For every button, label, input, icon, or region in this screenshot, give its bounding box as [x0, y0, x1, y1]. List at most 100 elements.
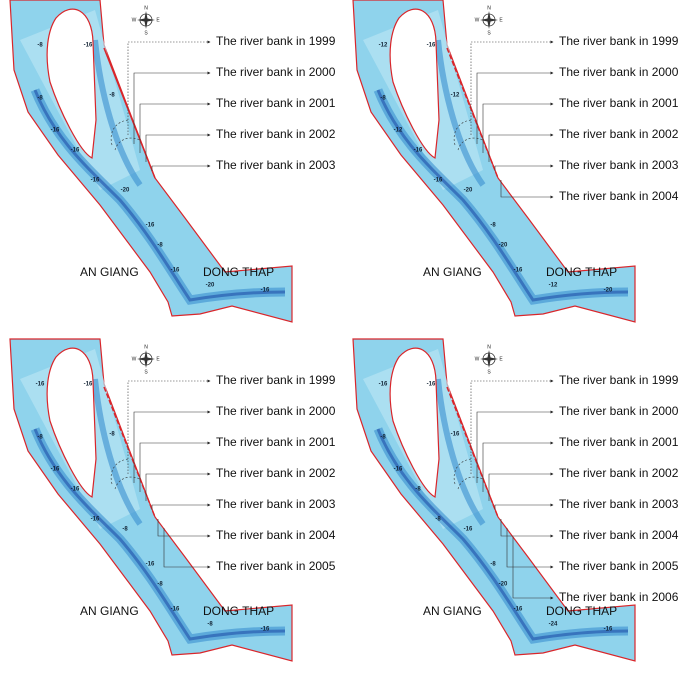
legend-label: The river bank in 2002 — [216, 466, 336, 480]
depth-label: -8 — [37, 435, 43, 441]
region-label: AN GIANG — [80, 265, 139, 279]
depth-label: -8 — [157, 582, 163, 588]
compass-n: N — [487, 5, 491, 11]
legend-label: The river bank in 2003 — [559, 497, 679, 511]
depth-label: -12 — [549, 283, 558, 289]
region-label: DONG THAP — [546, 604, 617, 618]
legend-label: The river bank in 2004 — [559, 528, 679, 542]
legend-label: The river bank in 2001 — [216, 96, 336, 110]
depth-label: -16 — [427, 43, 436, 49]
depth-label: -20 — [206, 283, 215, 289]
map-panel: N S E W The river bank in 1999 The river bank… — [10, 339, 336, 661]
legend-label: The river bank in 2003 — [216, 497, 336, 511]
depth-label: -8 — [490, 223, 496, 229]
depth-label: -16 — [71, 487, 80, 493]
legend-leader — [477, 412, 553, 483]
depth-label: -8 — [415, 487, 421, 493]
depth-label: -12 — [394, 128, 403, 134]
legend-label: The river bank in 2001 — [216, 435, 336, 449]
legend-label: The river bank in 2004 — [559, 189, 679, 203]
compass-e: E — [156, 356, 160, 362]
compass-n: N — [487, 344, 491, 350]
legend-leader — [152, 505, 210, 510]
depth-label: -8 — [380, 96, 386, 102]
legend-label: The river bank in 2006 — [559, 590, 679, 604]
compass-s: S — [487, 30, 491, 36]
depth-label: -16 — [146, 223, 155, 229]
legend-label: The river bank in 1999 — [559, 34, 679, 48]
legend-label: The river bank in 2003 — [559, 158, 679, 172]
depth-label: -16 — [394, 467, 403, 473]
legend-leader — [495, 166, 553, 171]
legend-label: The river bank in 2002 — [559, 466, 679, 480]
depth-label: -8 — [157, 243, 163, 249]
depth-label: -12 — [379, 43, 388, 49]
legend-label: The river bank in 2000 — [216, 65, 336, 79]
region-label: DONG THAP — [203, 265, 274, 279]
depth-label: -16 — [427, 382, 436, 388]
depth-label: -20 — [121, 188, 130, 194]
depth-label: -20 — [604, 288, 613, 294]
depth-label: -16 — [451, 432, 460, 438]
compass-s: S — [144, 30, 148, 36]
compass-s: S — [487, 369, 491, 375]
legend-leader — [152, 166, 210, 171]
legend-label: The river bank in 2000 — [559, 404, 679, 418]
compass-w: W — [475, 17, 480, 23]
legend-leader — [134, 73, 210, 144]
depth-label: -8 — [37, 43, 43, 49]
legend-leader — [483, 104, 553, 153]
legend-label: The river bank in 2002 — [559, 127, 679, 141]
legend-label: The river bank in 1999 — [559, 373, 679, 387]
depth-label: -16 — [84, 43, 93, 49]
depth-label: -8 — [435, 517, 441, 523]
legend-leader — [495, 505, 553, 510]
depth-label: -16 — [146, 562, 155, 568]
legend-leader — [146, 135, 210, 162]
compass-w: W — [132, 17, 137, 23]
depth-label: -16 — [84, 382, 93, 388]
legend-label: The river bank in 2001 — [559, 96, 679, 110]
depth-label: -16 — [91, 178, 100, 184]
legend-label: The river bank in 2005 — [216, 559, 336, 573]
compass-n: N — [144, 5, 148, 11]
compass-star — [137, 350, 155, 368]
legend-leader — [483, 443, 553, 492]
compass-w: W — [132, 356, 137, 362]
legend-label: The river bank in 2005 — [559, 559, 679, 573]
depth-label: -8 — [380, 435, 386, 441]
legend-leader — [489, 135, 553, 162]
depth-label: -16 — [604, 627, 613, 633]
depth-label: -8 — [109, 93, 115, 99]
compass: NSEW — [475, 344, 504, 375]
depth-label: -16 — [171, 607, 180, 613]
legend-leader — [134, 412, 210, 483]
region-label: DONG THAP — [203, 604, 274, 618]
compass-e: E — [156, 17, 160, 23]
region-label: AN GIANG — [80, 604, 139, 618]
depth-label: -16 — [514, 268, 523, 274]
legend-leader — [140, 104, 210, 153]
compass-star — [480, 350, 498, 368]
legend-label: The river bank in 2002 — [216, 127, 336, 141]
compass-n: N — [144, 344, 148, 350]
legend-label: The river bank in 1999 — [216, 34, 336, 48]
depth-label: -20 — [464, 188, 473, 194]
legend-label: The river bank in 2000 — [216, 404, 336, 418]
depth-label: -16 — [414, 148, 423, 154]
legend-label: The river bank in 2001 — [559, 435, 679, 449]
depth-label: -16 — [464, 527, 473, 533]
depth-label: -16 — [171, 268, 180, 274]
depth-label: -16 — [51, 467, 60, 473]
depth-label: -16 — [434, 178, 443, 184]
depth-label: -16 — [261, 627, 270, 633]
legend-label: The river bank in 1999 — [216, 373, 336, 387]
compass-s: S — [144, 369, 148, 375]
legend-leader — [489, 474, 553, 501]
depth-label: -16 — [91, 517, 100, 523]
compass-star — [480, 11, 498, 29]
depth-label: -20 — [499, 243, 508, 249]
